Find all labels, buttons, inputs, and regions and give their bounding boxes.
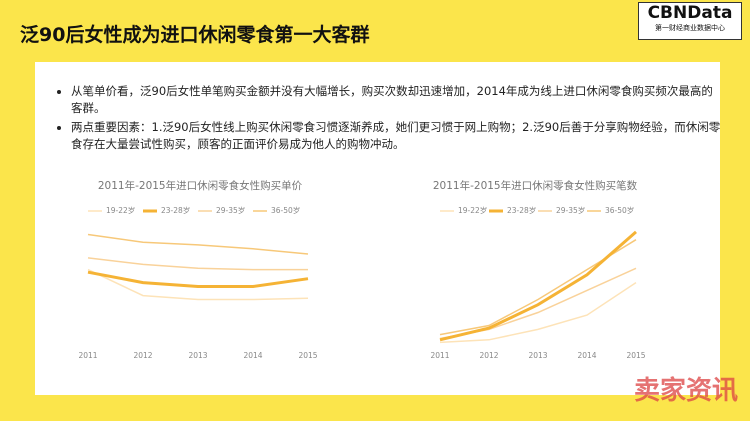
legend-label: 19-22岁 bbox=[458, 205, 487, 215]
chart-title: 2011年-2015年进口休闲零食女性购买单价 bbox=[98, 179, 303, 192]
logo: CBNData 第一财经商业数据中心 bbox=[638, 2, 742, 40]
x-tick-label: 2014 bbox=[243, 351, 262, 360]
watermark: 卖家资讯 bbox=[633, 376, 738, 406]
x-tick-label: 2013 bbox=[528, 351, 547, 360]
series-line bbox=[87, 257, 308, 271]
x-tick-label: 2015 bbox=[298, 351, 317, 360]
series-line bbox=[87, 270, 309, 288]
x-tick-label: 2013 bbox=[188, 351, 207, 360]
legend-label: 23-28岁 bbox=[507, 205, 536, 215]
legend-label: 19-22岁 bbox=[106, 205, 135, 215]
x-tick-label: 2015 bbox=[626, 351, 645, 360]
legend-label: 29-35岁 bbox=[216, 205, 245, 215]
legend-label: 36-50岁 bbox=[605, 205, 634, 215]
bullet: 两点重要因素：1.泛90后女性线上购买休闲零食习惯逐渐养成，她们更习惯于网上购物… bbox=[71, 119, 721, 153]
logo-name: CBNData bbox=[647, 3, 733, 23]
slide-title: 泛90后女性成为进口休闲零食第一大客群 bbox=[20, 24, 370, 46]
content-card bbox=[35, 62, 720, 395]
series-line bbox=[439, 239, 637, 336]
series-line bbox=[439, 230, 637, 342]
x-tick-label: 2011 bbox=[430, 351, 449, 360]
bullet-list: 从笔单价看，泛90后女性单笔购买金额并没有大幅增长，购买次数却迅速增加，2014… bbox=[55, 83, 721, 155]
x-tick-label: 2012 bbox=[479, 351, 498, 360]
series-line bbox=[87, 268, 309, 301]
x-tick-label: 2014 bbox=[577, 351, 596, 360]
logo-subtitle: 第一财经商业数据中心 bbox=[655, 24, 725, 32]
series-line bbox=[439, 281, 637, 344]
x-tick-label: 2011 bbox=[78, 351, 97, 360]
legend-label: 23-28岁 bbox=[161, 205, 190, 215]
bullet: 从笔单价看，泛90后女性单笔购买金额并没有大幅增长，购买次数却迅速增加，2014… bbox=[71, 83, 721, 117]
series-line bbox=[87, 233, 309, 255]
chart-title: 2011年-2015年进口休闲零食女性购买笔数 bbox=[433, 179, 638, 192]
legend-label: 36-50岁 bbox=[271, 205, 300, 215]
legend-label: 29-35岁 bbox=[556, 205, 585, 215]
x-tick-label: 2012 bbox=[133, 351, 152, 360]
